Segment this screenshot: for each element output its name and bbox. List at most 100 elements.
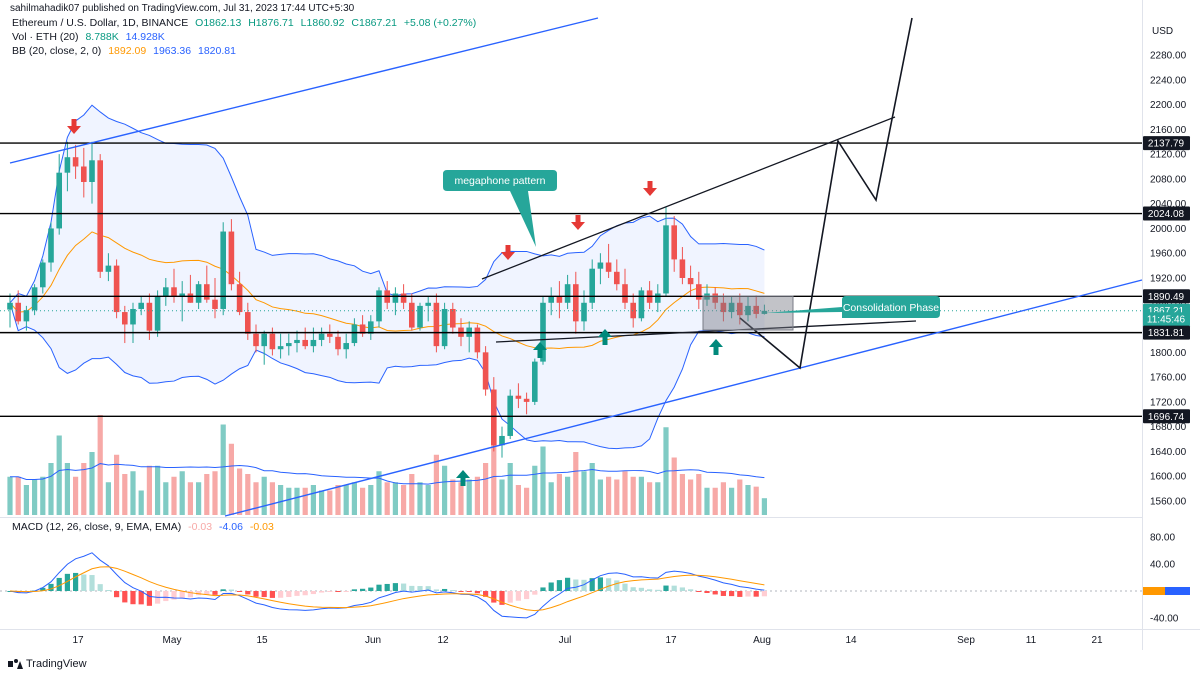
- macd-histogram-bar: [269, 591, 275, 598]
- volume-bar: [294, 487, 300, 515]
- macd-histogram-bar: [286, 591, 292, 598]
- volume-bar: [81, 463, 87, 515]
- macd-histogram-bar: [310, 591, 316, 595]
- candle-body: [614, 271, 620, 285]
- macd-histogram-bar: [458, 591, 464, 592]
- legend-vol-label: Vol · ETH (20): [12, 31, 79, 43]
- consolidation-callout[interactable]: Consolidation Phase: [765, 296, 940, 318]
- macd-histogram-bar: [171, 591, 177, 600]
- volume-bar: [179, 471, 185, 515]
- macd-histogram-bar: [737, 591, 743, 597]
- volume-bar: [417, 482, 423, 515]
- volume-bar: [548, 482, 554, 515]
- candle-body: [154, 296, 161, 331]
- buy-arrow-up-icon: [709, 339, 723, 355]
- sell-arrow-down-icon: [501, 245, 515, 260]
- volume-bar: [606, 476, 612, 515]
- macd-histogram-bar: [384, 583, 390, 591]
- price-tick-label: 2120.00: [1150, 150, 1187, 161]
- volume-bar: [761, 498, 767, 515]
- macd-histogram-bar: [122, 591, 128, 603]
- legend-vol-value: 8.788K: [85, 31, 119, 43]
- macd-histogram-bar: [712, 591, 718, 595]
- volume-bar: [392, 482, 398, 515]
- volume-bar: [138, 490, 144, 515]
- candle-body: [15, 302, 21, 322]
- time-tick-label: Sep: [957, 635, 975, 646]
- volume-bar: [220, 424, 226, 515]
- candle-body: [31, 287, 38, 311]
- macd-histogram-bar: [327, 591, 333, 592]
- price-tag-label: 11:45:46: [1147, 315, 1186, 326]
- macd-histogram-bar: [97, 584, 103, 591]
- price-tick-label: 1920.00: [1150, 274, 1187, 285]
- price-tick-label: 2280.00: [1150, 51, 1187, 62]
- candle-body: [523, 398, 530, 402]
- time-tick-label: 14: [845, 635, 857, 646]
- arrow-shaft: [460, 478, 466, 486]
- macd-histogram-bar: [433, 589, 439, 591]
- volume-bar: [442, 465, 448, 515]
- volume-bar: [753, 486, 759, 515]
- arrow-head: [456, 470, 470, 478]
- macd-histogram-bar: [56, 577, 62, 591]
- macd-histogram-bar: [704, 591, 710, 594]
- candle-body: [220, 231, 226, 309]
- volume-bar: [524, 487, 530, 515]
- volume-bar: [155, 465, 161, 515]
- macd-histogram-bar: [81, 574, 87, 591]
- megaphone-callout[interactable]: megaphone pattern: [443, 170, 557, 247]
- macd-histogram-bar: [499, 591, 505, 605]
- legend-change: +5.08 (+0.27%): [403, 17, 477, 29]
- macd-histogram-bar: [368, 587, 374, 591]
- macd-histogram-bar: [491, 591, 497, 603]
- megaphone-lower-line: [495, 320, 917, 343]
- time-tick-label: 11: [1026, 635, 1037, 646]
- macd-histogram-bar: [335, 591, 341, 592]
- volume-bar: [499, 479, 505, 515]
- megaphone-upper-line: [481, 116, 896, 280]
- candle-body: [204, 284, 210, 300]
- candle-body: [548, 296, 554, 303]
- arrow-head: [643, 188, 657, 196]
- time-tick-label: 21: [1091, 635, 1103, 646]
- candle-body: [392, 293, 399, 303]
- volume-bar: [278, 485, 284, 515]
- candle-body: [720, 302, 727, 313]
- arrow-head: [67, 126, 81, 134]
- volume-bar: [187, 482, 193, 515]
- macd-histogram-bar: [351, 589, 357, 591]
- candle-body: [450, 308, 456, 328]
- price-tick-label: 1640.00: [1150, 447, 1187, 458]
- candle-body: [359, 324, 366, 334]
- candle-body: [581, 302, 587, 322]
- volume-bar: [401, 485, 407, 515]
- candle-body: [195, 284, 202, 303]
- volume-bar: [122, 474, 128, 515]
- candle-body: [245, 312, 251, 334]
- footer-brand: TradingView: [8, 658, 87, 670]
- macd-histogram-bar: [245, 591, 251, 595]
- candle-body: [89, 160, 95, 182]
- sell-arrow-down-icon: [571, 215, 585, 230]
- candle-body: [589, 268, 595, 303]
- macd-histogram-bar: [565, 577, 571, 591]
- price-tick-label: 1960.00: [1150, 249, 1187, 260]
- arrow-shaft: [575, 215, 581, 223]
- macd-histogram-bar: [253, 591, 259, 597]
- upper-channel-line: [9, 17, 599, 164]
- macd-histogram-bar: [294, 591, 300, 596]
- candle-body: [318, 333, 325, 340]
- arrow-shaft: [71, 119, 77, 127]
- bb-fill: [10, 105, 765, 449]
- volume-bars: [7, 415, 767, 515]
- volume-bar: [483, 463, 489, 515]
- candle-body: [212, 299, 218, 309]
- macd-histogram-bar: [73, 572, 79, 591]
- macd-histogram-bar: [187, 591, 193, 598]
- consolidation-label: Consolidation Phase: [843, 302, 939, 314]
- macd-histogram-bar: [688, 589, 694, 591]
- macd-histogram-bar: [105, 589, 111, 591]
- volume-bar: [458, 482, 464, 515]
